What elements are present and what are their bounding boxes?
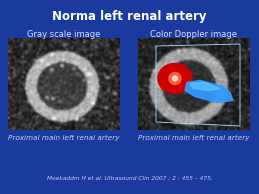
Polygon shape xyxy=(190,82,220,90)
Text: Moekaddm H et al. Ultrasound Clin 2007 ; 2 : 455 – 475.: Moekaddm H et al. Ultrasound Clin 2007 ;… xyxy=(47,176,212,181)
Polygon shape xyxy=(158,63,192,94)
Text: Proximal main left renal artery: Proximal main left renal artery xyxy=(138,135,250,141)
Text: Color Doppler image: Color Doppler image xyxy=(150,30,238,39)
Text: Norma left renal artery: Norma left renal artery xyxy=(52,10,207,23)
Text: Gray scale image: Gray scale image xyxy=(27,30,101,39)
Polygon shape xyxy=(172,76,177,81)
Polygon shape xyxy=(169,73,181,84)
Text: Proximal main left renal artery: Proximal main left renal artery xyxy=(8,135,120,141)
Polygon shape xyxy=(185,81,233,102)
